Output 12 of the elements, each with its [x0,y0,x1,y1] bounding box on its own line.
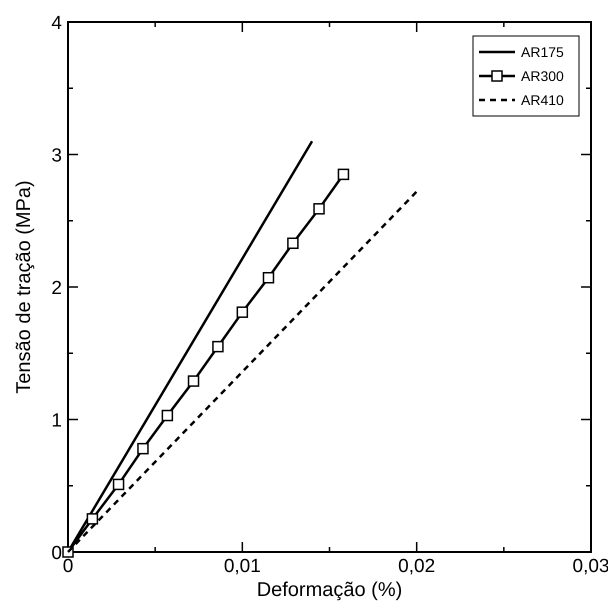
legend-label: AR410 [521,92,564,108]
legend-label: AR300 [521,68,564,84]
y-tick-label: 1 [51,410,62,432]
x-tick-label: 0,01 [224,556,261,577]
y-tick-label: 3 [51,146,62,166]
y-axis-title: Tensão de tração (MPa) [13,180,35,394]
legend-label: AR175 [521,44,564,60]
y-tick-label: 0 [51,543,62,564]
x-axis-title: Deformação (%) [256,579,402,601]
y-tick-label: 4 [51,13,62,34]
y-tick-label: 2 [51,278,62,299]
x-tick-label: 0,02 [398,556,436,577]
